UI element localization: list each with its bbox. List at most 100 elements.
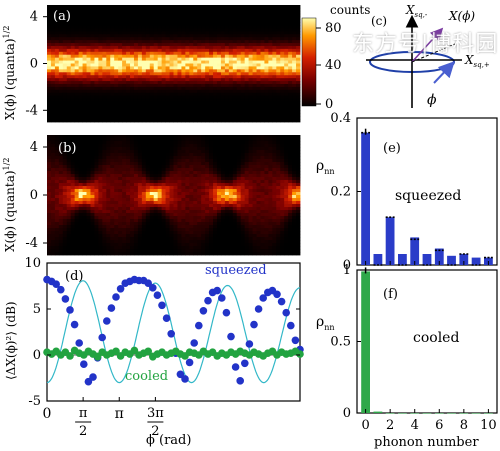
heatmap-cell	[276, 156, 281, 160]
heatmap-cell	[122, 186, 127, 190]
heatmap-cell	[110, 19, 115, 23]
heatmap-cell	[149, 246, 155, 250]
heatmap-cell	[133, 141, 139, 145]
heatmap-cell	[149, 216, 155, 220]
heatmap-cell	[244, 78, 250, 82]
heatmap-cell	[66, 98, 72, 102]
heatmap-cell	[181, 34, 186, 38]
heatmap-cell	[288, 104, 293, 108]
heatmap-cell	[74, 13, 80, 18]
heatmap-cell	[114, 31, 119, 35]
heatmap-cell	[292, 13, 297, 18]
heatmap-cell	[264, 7, 269, 12]
heatmap-cell	[106, 180, 111, 184]
heatmap-cell	[240, 159, 246, 163]
heatmap-cell	[177, 107, 182, 111]
heatmap-cell	[98, 174, 103, 178]
heatmap-cell	[228, 48, 234, 53]
heatmap-cell	[161, 204, 166, 208]
heatmap-cell	[102, 92, 107, 97]
heatmap-cell	[193, 219, 198, 223]
heatmap-cell	[102, 168, 107, 172]
heatmap-cell	[62, 107, 68, 111]
heatmap-cell	[276, 183, 281, 187]
heatmap-cell	[272, 174, 277, 178]
heatmap-cell	[193, 225, 198, 229]
heatmap-cell	[169, 144, 174, 148]
heatmap-cell	[82, 113, 87, 117]
heatmap-cell	[248, 66, 253, 70]
heatmap-cell	[268, 210, 273, 214]
heatmap-cell	[224, 141, 230, 145]
heatmap-cell	[133, 13, 139, 18]
heatmap-cell	[118, 28, 123, 32]
heatmap-cell	[216, 104, 222, 108]
heatmap-cell	[153, 63, 159, 67]
heatmap-cell	[78, 31, 83, 35]
heatmap-cell	[153, 249, 159, 253]
heatmap-cell	[240, 98, 246, 102]
heatmap-cell	[54, 5, 60, 9]
heatmap-cell	[122, 183, 127, 187]
heatmap-cell	[70, 89, 76, 94]
heatmap-cell	[260, 5, 265, 9]
heatmap-cell	[106, 228, 111, 232]
heatmap-cell	[82, 40, 87, 44]
heatmap-cell	[102, 31, 107, 35]
heatmap-cell	[50, 243, 56, 247]
heatmap-cell	[126, 138, 131, 142]
heatmap-cell	[181, 147, 186, 151]
heatmap-cell	[114, 28, 119, 32]
heatmap-cell	[94, 60, 99, 64]
heatmap-cell	[193, 138, 198, 142]
heatmap-cell	[47, 51, 52, 56]
heatmap-cell	[189, 219, 194, 223]
heatmap-cell	[213, 186, 218, 190]
heatmap-cell	[122, 252, 127, 256]
heatmap-cell	[296, 98, 301, 102]
heatmap-cell	[47, 252, 52, 256]
heatmap-cell	[165, 43, 170, 47]
heatmap-cell	[94, 156, 99, 160]
heatmap-cell	[54, 195, 60, 199]
heatmap-cell	[228, 92, 234, 97]
heatmap-cell	[122, 195, 127, 199]
heatmap-cell	[216, 144, 222, 148]
heatmap-cell	[133, 104, 139, 108]
heatmap-cell	[133, 92, 139, 97]
heatmap-cell	[209, 141, 214, 145]
heatmap-cell	[118, 16, 123, 21]
heatmap-cell	[54, 16, 60, 21]
heatmap-cell	[256, 13, 261, 18]
heatmap-cell	[161, 231, 166, 235]
heatmap-cell	[47, 174, 52, 178]
heatmap-cell	[232, 57, 238, 61]
heatmap-cell	[248, 72, 253, 76]
heatmap-cell	[193, 95, 198, 99]
heatmap-cell	[272, 177, 277, 181]
heatmap-cell	[213, 10, 218, 15]
heatmap-cell	[47, 101, 52, 105]
heatmap-cell	[201, 216, 206, 220]
heatmap-cell	[82, 144, 87, 148]
heatmap-cell	[209, 22, 214, 26]
heatmap-cell	[90, 113, 95, 117]
heatmap-cell	[256, 210, 261, 214]
heatmap-cell	[264, 150, 269, 154]
heatmap-cell	[173, 92, 178, 97]
heatmap-cell	[126, 237, 131, 241]
heatmap-cell	[62, 113, 68, 117]
heatmap-cell	[98, 192, 103, 196]
heatmap-cell	[193, 144, 198, 148]
heatmap-cell	[50, 116, 56, 120]
heatmap-cell	[189, 22, 194, 26]
heatmap-cell	[173, 101, 178, 105]
heatmap-cell	[240, 147, 246, 151]
heatmap-cell	[268, 63, 273, 67]
heatmap-cell	[74, 162, 80, 166]
heatmap-cell	[268, 177, 273, 181]
heatmap-cell	[256, 104, 261, 108]
heatmap-cell	[264, 57, 269, 61]
heatmap-cell	[106, 138, 111, 142]
heatmap-cell	[292, 89, 297, 94]
